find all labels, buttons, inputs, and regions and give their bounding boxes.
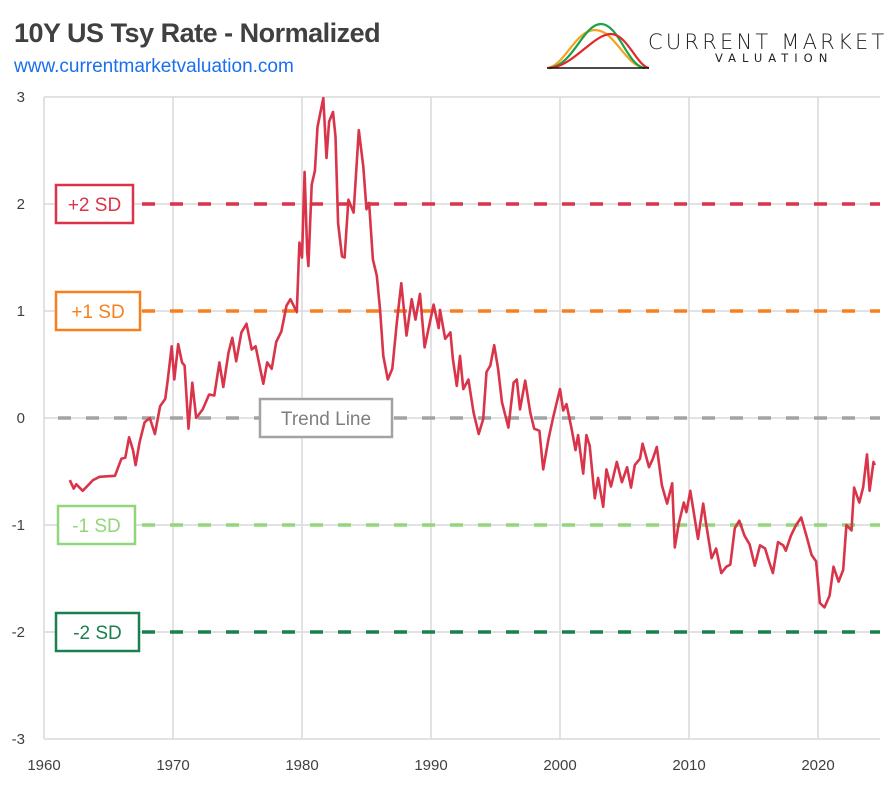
reference-label: -2 SD <box>73 623 122 644</box>
y-tick-label: -1 <box>12 517 25 534</box>
logo-text-line1: CURRENT MARKET <box>648 30 888 54</box>
series-line <box>68 96 877 609</box>
x-tick-label: 1960 <box>27 757 60 774</box>
chart-title: 10Y US Tsy Rate - Normalized <box>14 18 381 48</box>
y-tick-label: 2 <box>17 196 25 213</box>
label-box-border <box>54 183 135 225</box>
y-tick-label: 3 <box>17 89 25 106</box>
reference-label: +1 SD <box>71 302 124 323</box>
reference-label-box: Trend Line <box>258 397 394 439</box>
label-box-border <box>258 397 394 439</box>
y-tick-label: 1 <box>17 303 25 320</box>
reference-label-box: +2 SD <box>54 183 135 225</box>
bell-curve-logo-icon <box>546 22 650 70</box>
x-tick-label: 1980 <box>285 757 318 774</box>
x-tick-label: 1970 <box>156 757 189 774</box>
reference-label-box: -2 SD <box>54 611 141 653</box>
series <box>68 96 877 609</box>
logo-text-line2: VALUATION <box>715 51 834 65</box>
y-tick-label: 0 <box>17 410 25 427</box>
y-tick-label: -3 <box>12 731 25 748</box>
x-tick-label: 1990 <box>414 757 447 774</box>
label-box-border <box>54 290 142 332</box>
label-box-border <box>54 611 141 653</box>
y-tick-label: -2 <box>12 624 25 641</box>
x-tick-label: 2000 <box>543 757 576 774</box>
reference-lines <box>58 202 880 634</box>
website-link[interactable]: www.currentmarketvaluation.com <box>14 56 294 77</box>
x-tick-label: 2010 <box>672 757 705 774</box>
reference-label-box: +1 SD <box>54 290 142 332</box>
reference-label: -1 SD <box>72 516 121 537</box>
reference-label: +2 SD <box>68 195 121 216</box>
reference-label-box: -1 SD <box>56 504 137 546</box>
reference-labels: +2 SD +1 SD Trend Line -1 SD -2 SD <box>54 183 394 653</box>
x-tick-label: 2020 <box>801 757 834 774</box>
reference-label: Trend Line <box>281 409 371 430</box>
label-box-border <box>56 504 137 546</box>
